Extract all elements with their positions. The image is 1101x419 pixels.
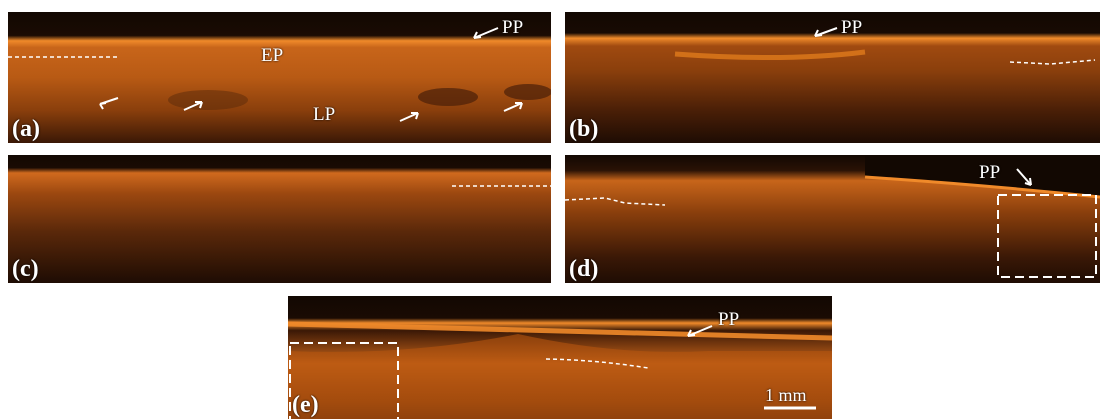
oct-image-b — [565, 12, 1100, 143]
panel-letter-a: (a) — [12, 116, 40, 142]
label-pp-b: PP — [841, 17, 863, 38]
panel-letter-e: (e) — [292, 392, 319, 418]
panel-letter-b: (b) — [569, 116, 599, 142]
panel-b: PP (b) — [565, 12, 1100, 143]
panel-d: PP (d) — [565, 155, 1100, 283]
panel-letter-c: (c) — [12, 256, 39, 282]
panel-c: (c) — [8, 155, 551, 283]
label-pp-e: PP — [718, 309, 740, 330]
label-pp-a: PP — [502, 17, 524, 38]
scale-bar-label: 1 mm — [765, 385, 807, 405]
panel-a: PP EP LP (a) — [8, 12, 551, 143]
panel-letter-d: (d) — [569, 256, 599, 282]
panel-e: PP 1 mm (e) — [288, 296, 832, 419]
label-lp: LP — [313, 104, 336, 125]
label-ep: EP — [261, 45, 284, 66]
oct-image-e — [288, 296, 832, 419]
oct-image-d — [565, 155, 1100, 283]
label-pp-d: PP — [979, 162, 1001, 183]
oct-image-a — [8, 12, 551, 143]
oct-image-c — [8, 155, 551, 283]
